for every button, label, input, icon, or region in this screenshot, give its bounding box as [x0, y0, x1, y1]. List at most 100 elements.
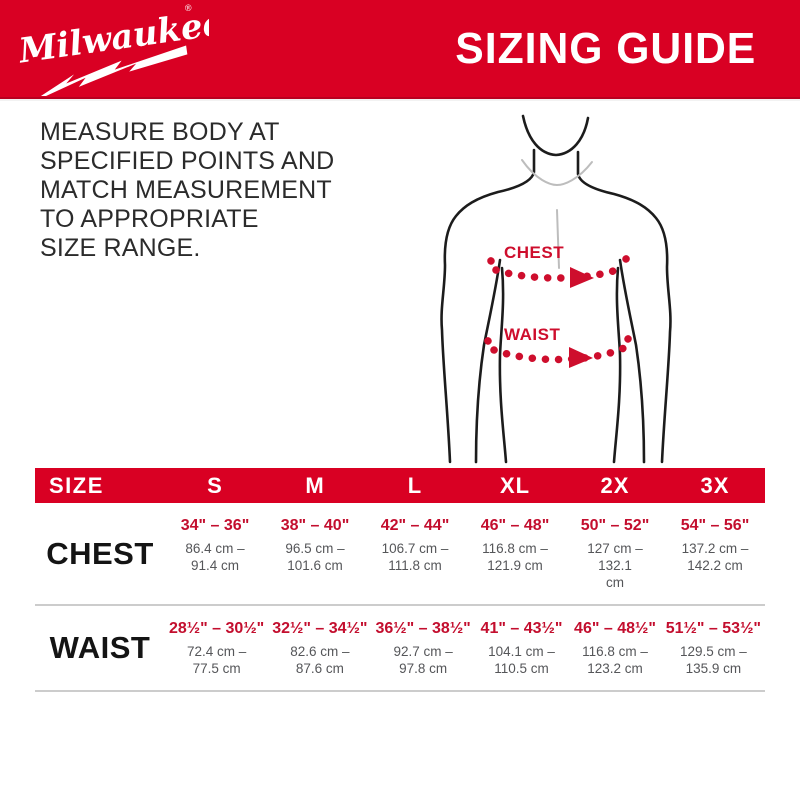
waist-size-s: 28½" – 30½" 72.4 cm – 77.5 cm	[165, 606, 268, 690]
sternum-detail	[556, 209, 560, 269]
header-col-m: M	[305, 472, 325, 498]
cm-line2: 110.5 cm	[494, 661, 549, 676]
chest-measure-line-left-end	[480, 246, 495, 265]
waist-row-label: WAIST	[49, 630, 151, 665]
intro-line: SPECIFIED POINTS AND	[40, 147, 335, 175]
chest-measure-line-right-end	[622, 244, 637, 263]
waist-arrow-icon	[569, 347, 593, 368]
chest-measure-line	[492, 264, 626, 282]
milwaukee-logo-text: Milwaukee	[16, 4, 209, 72]
cm-line1: 127 cm – 132.1	[587, 541, 643, 573]
cm-line2: 87.6 cm	[295, 661, 344, 676]
header-size-label: SIZE	[49, 472, 104, 498]
chest-3x-cm: 137.2 cm – 142.2 cm	[669, 540, 761, 574]
lightning-bolt-icon	[28, 45, 188, 96]
cm-line2: 121.9 cm	[487, 558, 543, 573]
diagram-waist-label: WAIST	[504, 325, 560, 344]
cm-line1: 72.4 cm –	[186, 644, 247, 659]
waist-2x-cm: 116.8 cm – 123.2 cm	[572, 643, 658, 677]
waist-size-3x: 51½" – 53½" 129.5 cm – 135.9 cm	[662, 606, 765, 690]
waist-m-inches: 32½" – 34½"	[272, 620, 368, 637]
milwaukee-logo: Milwaukee ®	[16, 4, 209, 96]
cm-line2: cm	[606, 575, 624, 590]
waist-measure-line-left-end	[477, 326, 492, 345]
chest-size-m: 38" – 40" 96.5 cm – 101.6 cm	[265, 503, 365, 604]
chest-size-xl: 46" – 48" 116.8 cm – 121.9 cm	[465, 503, 565, 604]
chest-s-inches: 34" – 36"	[180, 517, 250, 534]
intro-line: TO APPROPRIATE	[40, 205, 259, 233]
chest-row-label: CHEST	[46, 535, 154, 571]
chest-xl-inches: 46" – 48"	[480, 517, 550, 534]
table-row-chest: CHEST 34" – 36" 86.4 cm – 91.4 cm 38" – 4…	[35, 503, 765, 606]
waist-3x-inches: 51½" – 53½"	[665, 620, 761, 637]
chest-xl-cm: 116.8 cm – 121.9 cm	[469, 540, 561, 574]
jaw-outline	[521, 114, 590, 157]
cm-line1: 129.5 cm –	[679, 644, 747, 659]
intro-line: SIZE RANGE.	[40, 234, 201, 262]
intro-line: MEASURE BODY AT	[40, 118, 280, 146]
intro-line: MATCH MEASUREMENT	[40, 176, 332, 204]
cm-line1: 104.1 cm –	[488, 644, 555, 659]
right-inner-arm-outline	[618, 258, 646, 464]
left-inner-arm-outline	[474, 258, 502, 464]
cm-line2: 97.8 cm	[399, 661, 448, 676]
waist-xl-inches: 41" – 43½"	[480, 620, 563, 637]
brand-banner: Milwaukee ® SIZING GUIDE	[0, 0, 800, 97]
cm-line2: 111.8 cm	[388, 558, 442, 573]
chest-3x-inches: 54" – 56"	[680, 517, 750, 534]
waist-s-cm: 72.4 cm – 77.5 cm	[169, 643, 264, 677]
waist-l-inches: 36½" – 38½"	[375, 620, 471, 637]
intro-instructions: MEASURE BODY AT SPECIFIED POINTS AND MAT…	[40, 118, 334, 263]
diagram-chest-label: CHEST	[504, 243, 564, 262]
sizing-table: SIZE S M L XL 2X 3X CHEST 34" – 36" 86.4…	[35, 468, 765, 692]
cm-line1: 116.8 cm –	[482, 541, 548, 556]
chest-size-s: 34" – 36" 86.4 cm – 91.4 cm	[165, 503, 265, 604]
cm-line2: 91.4 cm	[190, 558, 240, 573]
cm-line1: 92.7 cm –	[393, 644, 453, 659]
right-shoulder-arm-outline	[576, 150, 672, 464]
header-col-s: S	[207, 472, 223, 498]
waist-measure-line	[490, 344, 628, 364]
waist-l-cm: 92.7 cm – 97.8 cm	[376, 643, 471, 677]
chest-2x-cm: 127 cm – 132.1 cm	[569, 540, 661, 591]
cm-line1: 82.6 cm –	[290, 644, 350, 659]
header-col-xl: XL	[499, 472, 531, 498]
waist-size-2x: 46" – 48½" 116.8 cm – 123.2 cm	[568, 606, 662, 690]
header-col-2x: 2X	[600, 472, 630, 498]
chest-l-inches: 42" – 44"	[380, 517, 450, 534]
table-row-waist: WAIST 28½" – 30½" 72.4 cm – 77.5 cm 32½" …	[35, 606, 765, 692]
chest-size-l: 42" – 44" 106.7 cm – 111.8 cm	[365, 503, 465, 604]
cm-line2: 101.6 cm	[287, 558, 343, 573]
cm-line2: 123.2 cm	[587, 661, 643, 676]
collarbone-detail	[521, 159, 593, 187]
page-title: SIZING GUIDE	[455, 24, 756, 73]
header-col-3x: 3X	[700, 472, 730, 498]
cm-line1: 96.5 cm –	[285, 541, 345, 556]
chest-size-2x: 50" – 52" 127 cm – 132.1 cm	[565, 503, 665, 604]
chest-l-cm: 106.7 cm – 111.8 cm	[369, 540, 461, 574]
cm-line1: 106.7 cm –	[381, 541, 449, 556]
waist-xl-cm: 104.1 cm – 110.5 cm	[479, 643, 565, 677]
cm-line2: 77.5 cm	[192, 661, 241, 676]
waist-size-xl: 41" – 43½" 104.1 cm – 110.5 cm	[475, 606, 569, 690]
chest-s-cm: 86.4 cm – 91.4 cm	[169, 540, 261, 574]
torso-measurement-diagram: CHEST WAIST	[440, 114, 672, 464]
cm-line1: 137.2 cm –	[681, 541, 749, 556]
cm-line2: 135.9 cm	[685, 661, 742, 676]
chest-arrow-icon	[570, 267, 594, 288]
header-col-l: L	[407, 472, 423, 498]
cm-line1: 86.4 cm –	[185, 541, 245, 556]
chest-size-3x: 54" – 56" 137.2 cm – 142.2 cm	[665, 503, 765, 604]
chest-2x-inches: 50" – 52"	[580, 517, 650, 534]
left-torso-outline	[498, 266, 508, 464]
waist-measure-line-right-end	[624, 324, 639, 343]
waist-size-m: 32½" – 34½" 82.6 cm – 87.6 cm	[268, 606, 371, 690]
chest-m-inches: 38" – 40"	[280, 517, 350, 534]
cm-line1: 116.8 cm –	[582, 644, 648, 659]
waist-3x-cm: 129.5 cm – 135.9 cm	[666, 643, 761, 677]
right-torso-outline	[612, 266, 622, 464]
registered-mark: ®	[184, 4, 192, 13]
waist-2x-inches: 46" – 48½"	[574, 620, 656, 637]
cm-line2: 142.2 cm	[687, 558, 743, 573]
waist-m-cm: 82.6 cm – 87.6 cm	[272, 643, 367, 677]
